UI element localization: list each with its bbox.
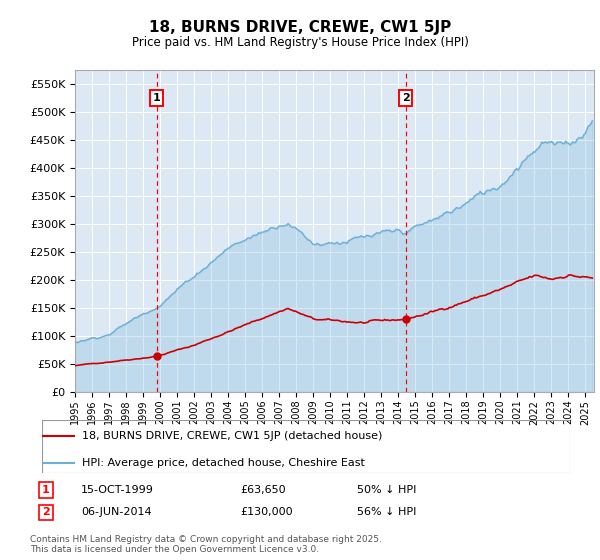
Text: £63,650: £63,650	[240, 485, 286, 495]
Text: 18, BURNS DRIVE, CREWE, CW1 5JP: 18, BURNS DRIVE, CREWE, CW1 5JP	[149, 20, 451, 35]
Text: 06-JUN-2014: 06-JUN-2014	[81, 507, 152, 517]
Text: Price paid vs. HM Land Registry's House Price Index (HPI): Price paid vs. HM Land Registry's House …	[131, 36, 469, 49]
Text: Contains HM Land Registry data © Crown copyright and database right 2025.
This d: Contains HM Land Registry data © Crown c…	[30, 535, 382, 554]
Text: 2: 2	[42, 507, 50, 517]
Text: 15-OCT-1999: 15-OCT-1999	[81, 485, 154, 495]
Text: 18, BURNS DRIVE, CREWE, CW1 5JP (detached house): 18, BURNS DRIVE, CREWE, CW1 5JP (detache…	[82, 431, 382, 441]
Text: 1: 1	[42, 485, 50, 495]
Text: 1: 1	[152, 93, 160, 103]
Text: £130,000: £130,000	[240, 507, 293, 517]
Text: 2: 2	[402, 93, 410, 103]
Text: 56% ↓ HPI: 56% ↓ HPI	[357, 507, 416, 517]
Text: 50% ↓ HPI: 50% ↓ HPI	[357, 485, 416, 495]
Text: HPI: Average price, detached house, Cheshire East: HPI: Average price, detached house, Ches…	[82, 458, 364, 468]
